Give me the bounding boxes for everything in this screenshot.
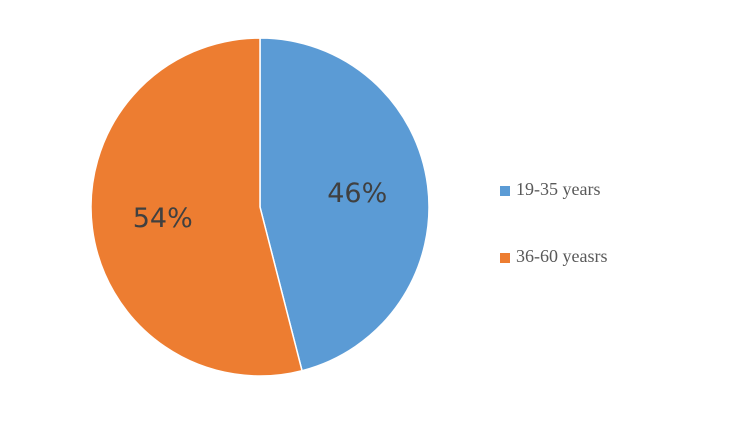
legend-swatch bbox=[500, 186, 510, 196]
data-label: 54% bbox=[133, 203, 193, 234]
legend-label: 36-60 yeasrs bbox=[516, 246, 607, 266]
data-label: 46% bbox=[327, 178, 387, 209]
legend-label: 19-35 years bbox=[516, 179, 600, 199]
pie-slice bbox=[259, 37, 430, 372]
legend-swatch bbox=[500, 253, 510, 263]
pie-slice bbox=[90, 37, 303, 377]
